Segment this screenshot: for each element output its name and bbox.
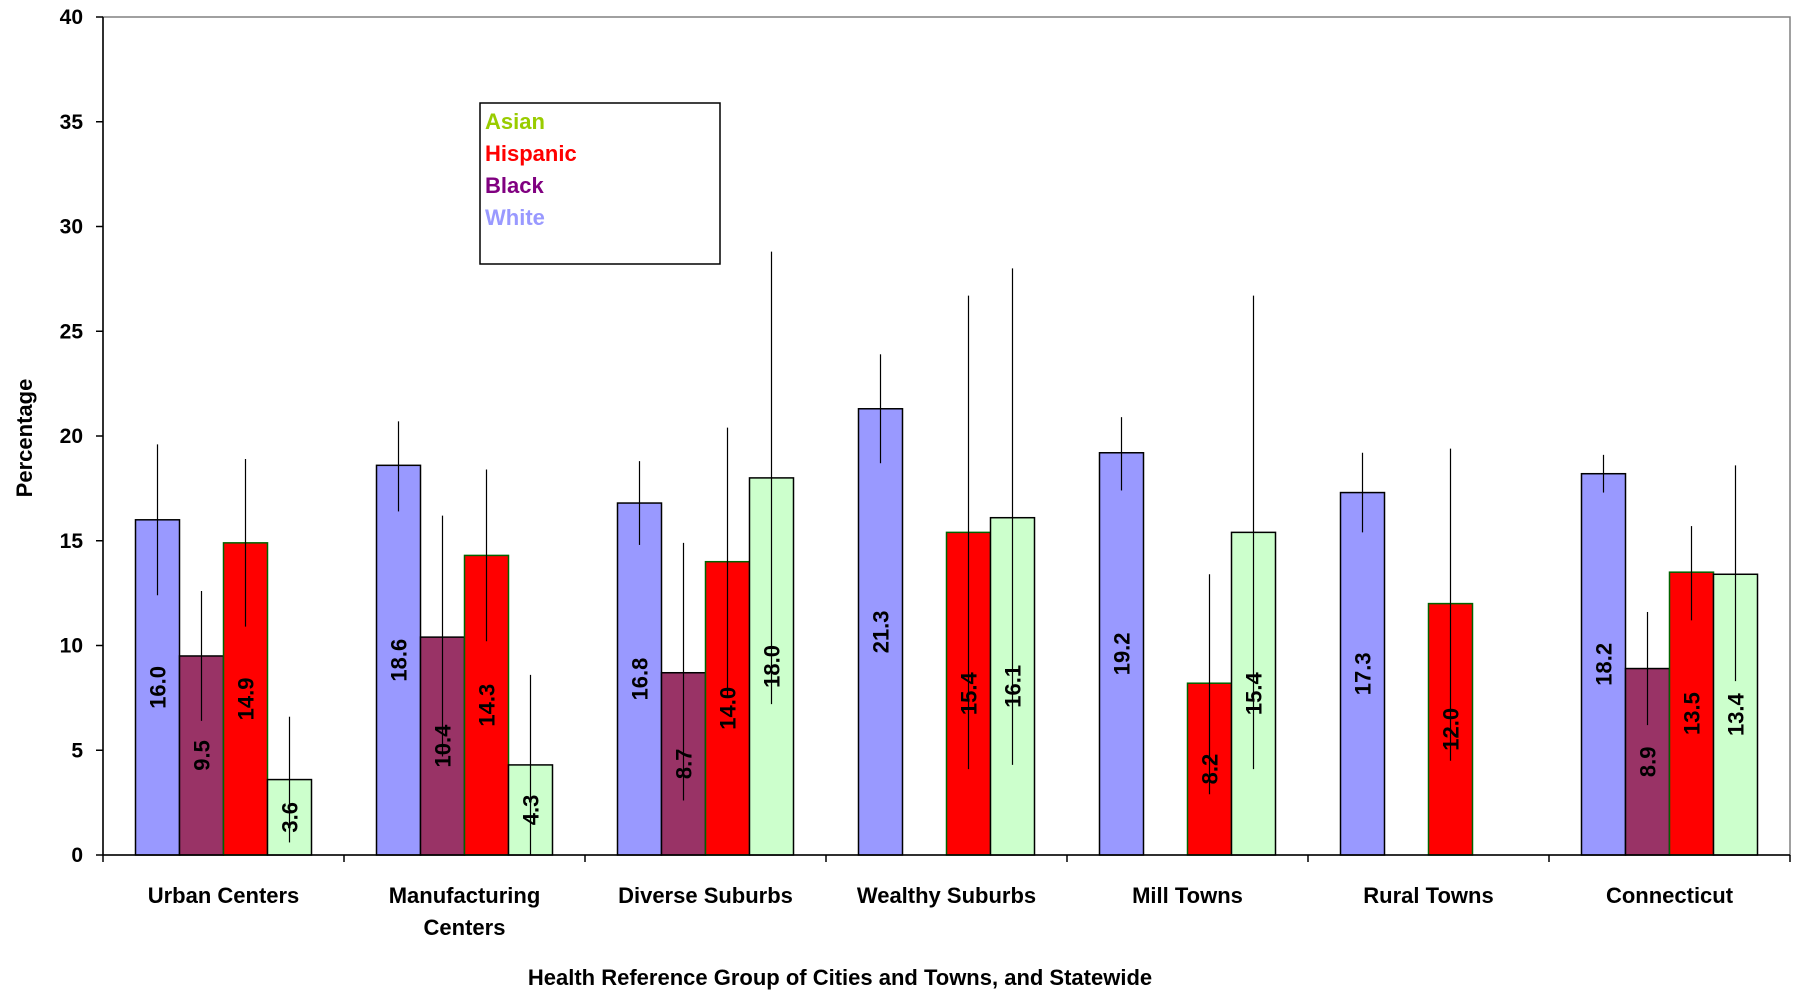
x-tick-label: Wealthy Suburbs bbox=[857, 883, 1036, 908]
y-tick-label: 0 bbox=[71, 844, 83, 867]
data-label: 18.2 bbox=[1592, 643, 1617, 686]
data-label: 14.3 bbox=[475, 684, 500, 727]
y-tick-label: 25 bbox=[60, 320, 84, 343]
bar-white bbox=[857, 408, 904, 856]
data-label: 18.0 bbox=[760, 645, 785, 688]
x-tick-label: Urban Centers bbox=[148, 883, 300, 908]
x-tick-label: Manufacturing Centers bbox=[389, 883, 541, 940]
bar-labels: 16.0 18.6 16.8 21.3 19.2 17.3 18.2 9.5 10.4 8.7 8.… bbox=[146, 610, 1749, 832]
x-tick-label: Diverse Suburbs bbox=[618, 883, 793, 908]
legend-entry: Black bbox=[485, 173, 544, 198]
data-label: 9.5 bbox=[190, 740, 215, 771]
x-axis-title: Health Reference Group of Cities and Tow… bbox=[528, 965, 1152, 990]
y-axis: 0 5 10 15 20 25 30 35 40 bbox=[60, 6, 104, 867]
legend-box bbox=[479, 102, 721, 265]
data-label: 13.4 bbox=[1724, 692, 1749, 736]
y-tick-label: 20 bbox=[60, 425, 83, 448]
bars bbox=[134, 408, 1759, 856]
bar-white bbox=[1339, 491, 1386, 856]
x-tick-label: Mill Towns bbox=[1132, 883, 1243, 908]
data-label: 8.9 bbox=[1636, 746, 1661, 777]
x-tick-label: Connecticut bbox=[1606, 883, 1734, 908]
y-tick-label: 15 bbox=[60, 530, 84, 553]
y-tick-label: 30 bbox=[60, 216, 83, 239]
x-tick-label: Rural Towns bbox=[1363, 883, 1493, 908]
data-label: 8.2 bbox=[1198, 754, 1223, 785]
data-label: 14.9 bbox=[234, 678, 259, 721]
data-label: 18.6 bbox=[387, 639, 412, 682]
data-label: 19.2 bbox=[1110, 632, 1135, 675]
data-label: 10.4 bbox=[431, 724, 456, 768]
y-tick-label: 35 bbox=[60, 111, 84, 134]
y-tick-label: 10 bbox=[60, 635, 83, 658]
data-label: 13.5 bbox=[1680, 692, 1705, 735]
y-tick-label: 5 bbox=[71, 739, 83, 762]
x-axis: Urban Centers Manufacturing Centers Diverse… bbox=[102, 854, 1791, 940]
data-label: 16.1 bbox=[1001, 665, 1026, 708]
data-label: 15.4 bbox=[1242, 672, 1267, 716]
y-tick-label: 40 bbox=[60, 6, 83, 29]
data-label: 16.8 bbox=[628, 658, 653, 701]
data-label: 4.3 bbox=[519, 795, 544, 826]
legend: Asian Hispanic Black White bbox=[479, 102, 721, 265]
data-label: 16.0 bbox=[146, 666, 171, 709]
data-label: 12.0 bbox=[1439, 708, 1464, 751]
data-label: 21.3 bbox=[869, 610, 894, 653]
data-label: 8.7 bbox=[672, 749, 697, 780]
bar-white bbox=[1580, 472, 1627, 856]
data-label: 14.0 bbox=[716, 687, 741, 730]
error-bars bbox=[156, 251, 1737, 855]
legend-entry: Asian bbox=[485, 109, 545, 134]
y-axis-title: Percentage bbox=[12, 379, 37, 498]
data-label: 17.3 bbox=[1351, 652, 1376, 695]
data-label: 15.4 bbox=[957, 672, 982, 716]
bar-white bbox=[375, 464, 422, 856]
legend-entry: Hispanic bbox=[485, 141, 577, 166]
data-label: 3.6 bbox=[278, 802, 303, 833]
legend-entry: White bbox=[485, 205, 545, 230]
